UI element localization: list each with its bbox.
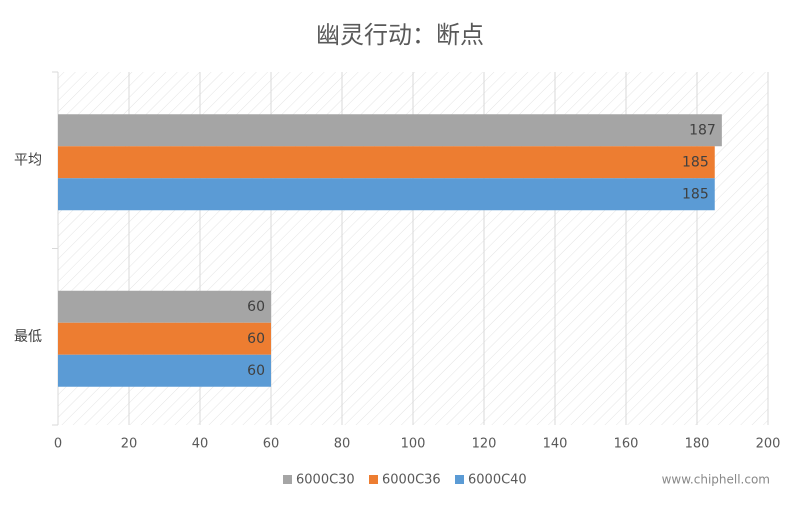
y-tick-label: 最低: [14, 329, 42, 345]
chart-title: 幽灵行动：断点: [316, 21, 484, 49]
x-tick-label: 0: [54, 437, 62, 452]
bar: [58, 146, 715, 179]
legend-swatch: [369, 475, 378, 484]
bar: [58, 114, 722, 147]
data-label: 185: [682, 154, 709, 170]
y-tick-label: 平均: [14, 152, 42, 168]
bar: [58, 290, 271, 323]
x-tick-label: 80: [334, 437, 351, 452]
legend-label: 6000C30: [296, 473, 355, 488]
data-label: 60: [247, 299, 265, 315]
legend-swatch: [455, 475, 464, 484]
x-tick-label: 20: [121, 437, 138, 452]
data-label: 60: [247, 331, 265, 347]
watermark: www.chiphell.com: [662, 473, 770, 487]
x-tick-label: 120: [472, 437, 497, 452]
legend-label: 6000C40: [468, 473, 527, 488]
legend-swatch: [283, 475, 292, 484]
x-tick-label: 160: [614, 437, 639, 452]
x-tick-label: 200: [756, 437, 781, 452]
legend-label: 6000C36: [382, 473, 441, 488]
data-label: 60: [247, 363, 265, 379]
bar: [58, 322, 271, 355]
x-tick-label: 140: [543, 437, 568, 452]
data-label: 187: [689, 122, 716, 138]
data-label: 185: [682, 186, 709, 202]
x-tick-label: 40: [192, 437, 209, 452]
x-tick-label: 180: [685, 437, 710, 452]
bar: [58, 354, 271, 387]
x-tick-label: 60: [263, 437, 280, 452]
bar: [58, 178, 715, 211]
x-tick-label: 100: [401, 437, 426, 452]
